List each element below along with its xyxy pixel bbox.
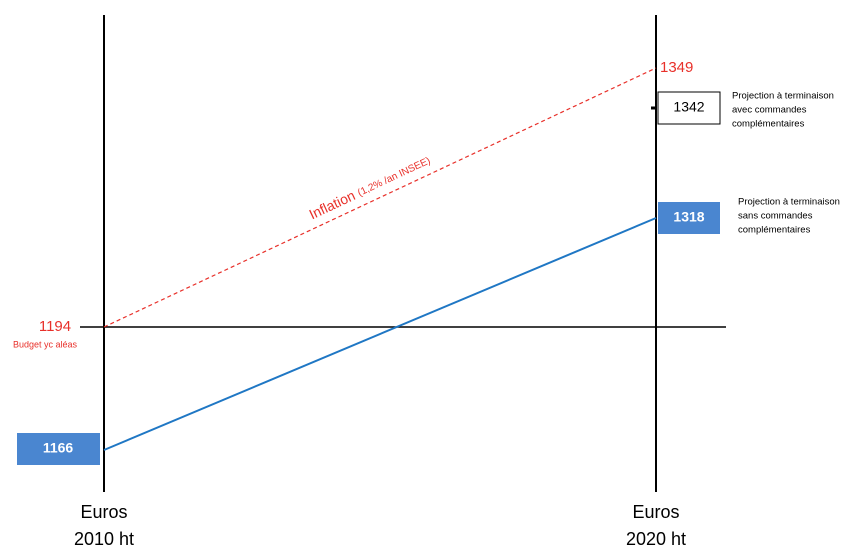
axis-label: 2010 ht (74, 529, 134, 549)
inflation-value: 1349 (660, 59, 693, 76)
projection-box-1 (657, 91, 721, 125)
axis-label: Euros (632, 502, 679, 522)
inflation-note: (1,2% /an INSEE) (356, 155, 432, 198)
projection-text-2: complémentaires (738, 225, 811, 236)
projection-value-2: 1318 (673, 209, 704, 225)
inflation-label: Inflation(1,2% /an INSEE) (306, 152, 432, 222)
start-box (17, 433, 100, 465)
projection-text-2: Projection à terminaison (738, 197, 840, 208)
inflation-line (103, 67, 657, 328)
projection-text-1: avec commandes (732, 105, 807, 116)
start-value: 1166 (43, 440, 74, 456)
inflation-label-text: Inflation (306, 187, 357, 222)
baseline-label: Budget yc aléas (13, 339, 78, 349)
axis-label: Euros (80, 502, 127, 522)
projection-text-2: sans commandes (738, 211, 813, 222)
projection-text-1: complémentaires (732, 119, 805, 130)
projection-box-2 (658, 202, 720, 234)
projection-line (103, 217, 657, 451)
axis-label: 2020 ht (626, 529, 686, 549)
baseline-value: 1194 (39, 318, 71, 335)
projection-value-1: 1342 (673, 99, 704, 115)
projection-text-1: Projection à terminaison (732, 91, 834, 102)
